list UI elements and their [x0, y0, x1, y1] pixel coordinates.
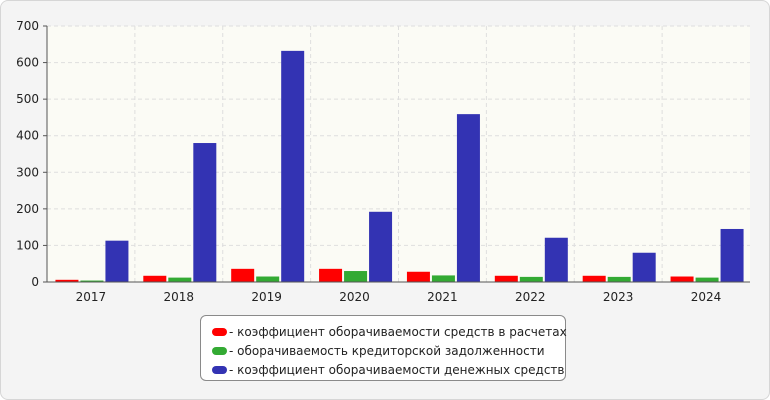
- legend-swatch: [212, 346, 227, 355]
- y-tick-label: 0: [31, 275, 39, 289]
- y-tick-label: 400: [16, 129, 39, 143]
- legend-label: - коэффициент оборачиваемости средств в …: [229, 324, 567, 339]
- bar: [143, 275, 167, 282]
- x-tick-label: 2017: [76, 290, 107, 304]
- x-tick-label: 2018: [164, 290, 195, 304]
- y-tick-label: 500: [16, 92, 39, 106]
- y-tick-label: 100: [16, 238, 39, 252]
- x-tick-label: 2024: [691, 290, 722, 304]
- bar: [632, 252, 656, 282]
- legend-item: - коэффициент оборачиваемости средств в …: [212, 322, 567, 341]
- bar: [256, 276, 280, 282]
- bar: [80, 280, 104, 282]
- legend-swatch: [212, 365, 227, 374]
- bar: [105, 240, 129, 282]
- bar: [281, 50, 305, 282]
- bar: [344, 271, 368, 282]
- y-tick-label: 600: [16, 56, 39, 70]
- x-tick-label: 2020: [339, 290, 370, 304]
- legend-swatch: [212, 327, 227, 336]
- bar: [695, 277, 719, 282]
- bar: [406, 271, 430, 282]
- bar: [55, 279, 79, 282]
- x-tick-label: 2019: [251, 290, 282, 304]
- bar: [670, 276, 694, 282]
- legend-item: - оборачиваемость кредиторской задолженн…: [212, 341, 565, 360]
- legend-item: - коэффициент оборачиваемости денежных с…: [212, 360, 565, 379]
- x-tick-label: 2023: [603, 290, 634, 304]
- legend-label: - оборачиваемость кредиторской задолженн…: [229, 343, 545, 358]
- chart-legend: - коэффициент оборачиваемости средств в …: [200, 315, 567, 381]
- bar: [231, 268, 255, 282]
- bar: [582, 275, 606, 282]
- bar: [168, 277, 192, 282]
- y-tick-label: 700: [16, 19, 39, 33]
- bar: [720, 228, 744, 282]
- bar: [193, 143, 217, 282]
- x-tick-label: 2022: [515, 290, 546, 304]
- bar: [369, 211, 393, 282]
- bar: [607, 276, 631, 282]
- bar: [494, 275, 518, 282]
- bar: [431, 275, 455, 282]
- y-tick-label: 200: [16, 202, 39, 216]
- x-tick-label: 2021: [427, 290, 458, 304]
- bar: [319, 268, 343, 282]
- bar: [519, 276, 543, 282]
- bar: [544, 237, 568, 282]
- legend-label: - коэффициент оборачиваемости денежных с…: [229, 362, 565, 377]
- y-tick-label: 300: [16, 165, 39, 179]
- bar: [456, 114, 480, 282]
